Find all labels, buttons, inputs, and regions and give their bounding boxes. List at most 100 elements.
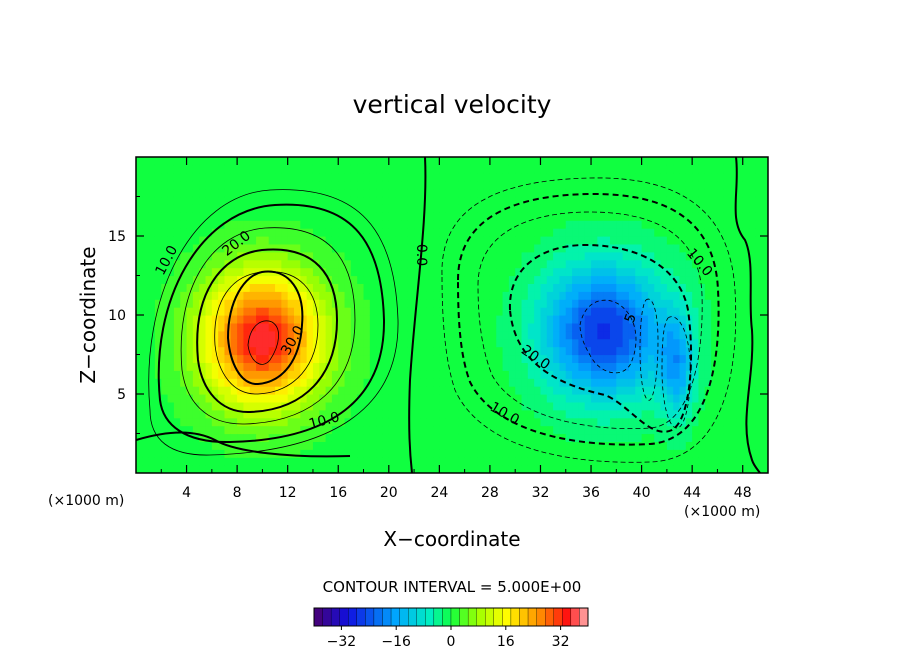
heatmap-cell — [287, 188, 295, 198]
heatmap-cell — [256, 322, 263, 332]
heatmap-cell — [742, 315, 750, 324]
heatmap-cell — [527, 299, 535, 308]
heatmap-cell — [268, 338, 276, 348]
heatmap-cell — [527, 236, 535, 245]
heatmap-cell — [167, 259, 175, 269]
heatmap-cell — [376, 346, 384, 356]
heatmap-cell — [199, 330, 207, 340]
heatmap-cell — [597, 354, 605, 363]
heatmap-cell — [603, 322, 611, 332]
contour-line — [661, 316, 691, 429]
heatmap-cell — [312, 172, 320, 182]
heatmap-cell — [578, 283, 586, 292]
heatmap-cell — [426, 204, 434, 213]
heatmap-cell — [338, 164, 346, 174]
heatmap-cell — [546, 378, 554, 387]
heatmap-cell — [180, 307, 188, 316]
heatmap-cell — [357, 236, 365, 245]
heatmap-cell — [698, 228, 706, 237]
heatmap-cell — [685, 409, 693, 419]
heatmap-cell — [546, 338, 554, 348]
heatmap-cell — [685, 251, 693, 261]
heatmap-cell — [344, 370, 352, 379]
heatmap-cell — [154, 164, 162, 174]
heatmap-cell — [363, 394, 371, 403]
heatmap-cell — [281, 243, 289, 253]
heatmap-cell — [230, 196, 238, 205]
heatmap-cell — [344, 275, 352, 284]
heatmap-cell — [136, 354, 143, 363]
heatmap-cell — [483, 338, 491, 348]
heatmap-cell — [610, 322, 617, 332]
heatmap-cell — [597, 180, 605, 190]
heatmap-cell — [553, 188, 561, 198]
heatmap-cell — [369, 354, 377, 363]
heatmap-cell — [154, 220, 162, 229]
heatmap-cell — [749, 417, 756, 427]
heatmap-cell — [610, 251, 617, 261]
heatmap-cell — [376, 315, 384, 324]
heatmap-cell — [704, 378, 712, 387]
heatmap-cell — [502, 394, 510, 403]
heatmap-cell — [338, 275, 346, 284]
heatmap-cell — [445, 299, 453, 308]
heatmap-cell — [578, 449, 586, 458]
heatmap-cell — [610, 180, 617, 190]
heatmap-cell — [628, 441, 636, 450]
heatmap-cell — [148, 251, 156, 261]
heatmap-cell — [325, 188, 333, 198]
heatmap-cell — [357, 204, 365, 213]
heatmap-cell — [262, 291, 270, 300]
heatmap-cell — [218, 322, 226, 332]
heatmap-cell — [723, 236, 731, 245]
heatmap-cell — [666, 204, 674, 213]
heatmap-cell — [521, 299, 529, 308]
heatmap-cell — [622, 259, 630, 269]
heatmap-cell — [319, 307, 327, 316]
heatmap-cell — [470, 465, 478, 473]
heatmap-cell — [477, 188, 485, 198]
heatmap-cell — [256, 433, 263, 442]
heatmap-cell — [635, 212, 643, 221]
heatmap-cell — [515, 441, 523, 450]
heatmap-cell — [723, 212, 731, 221]
heatmap-cell — [338, 267, 346, 277]
heatmap-cell — [483, 386, 491, 395]
heatmap-cell — [433, 441, 440, 450]
colorbar-band — [416, 607, 426, 627]
heatmap-cell — [363, 228, 371, 237]
heatmap-cell — [363, 362, 371, 371]
heatmap-cell — [433, 299, 440, 308]
heatmap-cell — [281, 315, 289, 324]
heatmap-cell — [483, 425, 491, 435]
heatmap-cell — [546, 307, 554, 316]
heatmap-cell — [515, 228, 523, 237]
heatmap-cell — [395, 204, 403, 213]
contour-line — [148, 189, 399, 456]
heatmap-cell — [641, 212, 649, 221]
heatmap-cell — [268, 457, 276, 466]
heatmap-cell — [401, 275, 409, 284]
heatmap-cell — [610, 401, 617, 411]
heatmap-cell — [521, 291, 529, 300]
heatmap-cell — [382, 259, 390, 269]
heatmap-cell — [730, 457, 737, 466]
heatmap-cell — [477, 409, 485, 419]
heatmap-cell — [224, 299, 232, 308]
heatmap-cell — [736, 315, 744, 324]
heatmap-cell — [445, 425, 453, 435]
heatmap-cell — [565, 259, 573, 269]
heatmap-cell — [180, 196, 188, 205]
heatmap-cell — [470, 307, 478, 316]
heatmap-cell — [660, 362, 668, 371]
x-tick-label: 40 — [633, 485, 651, 501]
heatmap-cell — [192, 409, 200, 419]
heatmap-cell — [211, 409, 219, 419]
heatmap-cell — [673, 228, 681, 237]
heatmap-cell — [553, 401, 561, 411]
heatmap-cell — [407, 236, 415, 245]
heatmap-cell — [287, 370, 295, 379]
heatmap-cell — [711, 378, 719, 387]
heatmap-cell — [331, 441, 339, 450]
heatmap-cell — [357, 330, 365, 340]
